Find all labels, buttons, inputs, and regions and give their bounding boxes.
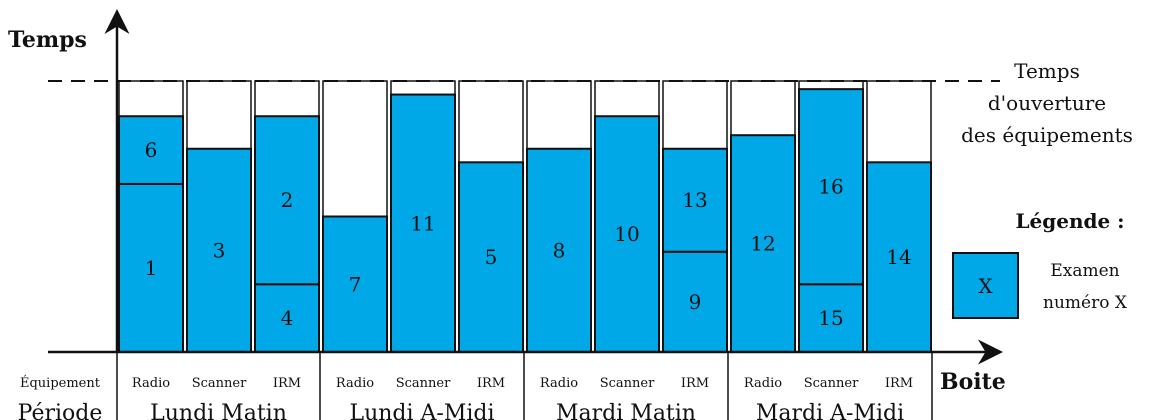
equipment-label: IRM xyxy=(273,376,301,391)
exam-label-1: 1 xyxy=(145,256,158,280)
exam-label-16: 16 xyxy=(818,175,843,199)
x-axis-label: Boite xyxy=(940,369,1006,395)
period-label-lundi-matin: Lundi Matin xyxy=(150,401,287,420)
equipment-label: Radio xyxy=(336,376,374,391)
equipment-label: Radio xyxy=(540,376,578,391)
exam-bar-1 xyxy=(118,182,184,353)
equipment-row-label: Équipement xyxy=(20,375,101,391)
equipment-label: Radio xyxy=(132,376,170,391)
equipment-label: IRM xyxy=(477,376,505,391)
legend-swatch-text: X xyxy=(978,274,993,298)
y-axis-label: Temps xyxy=(8,27,87,53)
period-label-lundi-a-midi: Lundi A-Midi xyxy=(349,401,494,420)
exam-label-8: 8 xyxy=(553,238,566,262)
exam-bar-10 xyxy=(594,115,660,354)
equipment-label: Scanner xyxy=(804,376,859,391)
exam-bar-13 xyxy=(662,147,728,253)
exam-label-5: 5 xyxy=(485,245,498,269)
equipment-label: IRM xyxy=(681,376,709,391)
exam-label-6: 6 xyxy=(145,138,158,162)
legend-caption-2: numéro X xyxy=(1043,293,1128,313)
exam-label-3: 3 xyxy=(213,238,226,262)
equipment-label: Radio xyxy=(744,376,782,391)
legend-caption-1: Examen xyxy=(1050,261,1119,281)
exam-bar-8 xyxy=(526,147,592,353)
period-row-label: Période xyxy=(18,401,103,420)
exam-bar-16 xyxy=(798,88,864,286)
exam-label-12: 12 xyxy=(750,232,775,256)
exam-label-7: 7 xyxy=(349,272,362,296)
exam-bar-2 xyxy=(254,115,320,286)
exam-label-14: 14 xyxy=(886,245,911,269)
equipment-label: Scanner xyxy=(192,376,247,391)
exam-bar-12 xyxy=(730,134,796,353)
exam-bar-11 xyxy=(390,93,456,354)
exam-label-4: 4 xyxy=(281,306,294,330)
exam-label-13: 13 xyxy=(682,188,707,212)
exam-label-9: 9 xyxy=(689,290,702,314)
exam-label-2: 2 xyxy=(281,188,294,212)
exam-label-10: 10 xyxy=(614,222,639,246)
period-label-mardi-matin: Mardi Matin xyxy=(556,401,696,420)
equipment-label: Scanner xyxy=(600,376,655,391)
exam-bar-5 xyxy=(458,161,524,353)
equipment-labels-group: Radio Scanner IRM Radio Scanner IRM Radio Scann… xyxy=(132,376,913,391)
exam-bar-7 xyxy=(322,215,388,353)
opening-time-label-2: d'ouverture xyxy=(988,91,1106,115)
exam-bar-9 xyxy=(662,250,728,353)
equipment-label: IRM xyxy=(885,376,913,391)
legend-swatch xyxy=(952,252,1019,319)
exam-bar-6 xyxy=(118,115,184,185)
exam-label-11: 11 xyxy=(410,211,435,235)
legend-title: Légende : xyxy=(1015,209,1124,233)
exam-label-15: 15 xyxy=(818,306,843,330)
opening-time-label-3: des équipements xyxy=(961,123,1133,147)
equipment-label: Scanner xyxy=(396,376,451,391)
opening-time-label-1: Temps xyxy=(1014,59,1080,83)
exam-bar-14 xyxy=(866,161,932,353)
period-label-mardi-a-midi: Mardi A-Midi xyxy=(756,401,904,420)
